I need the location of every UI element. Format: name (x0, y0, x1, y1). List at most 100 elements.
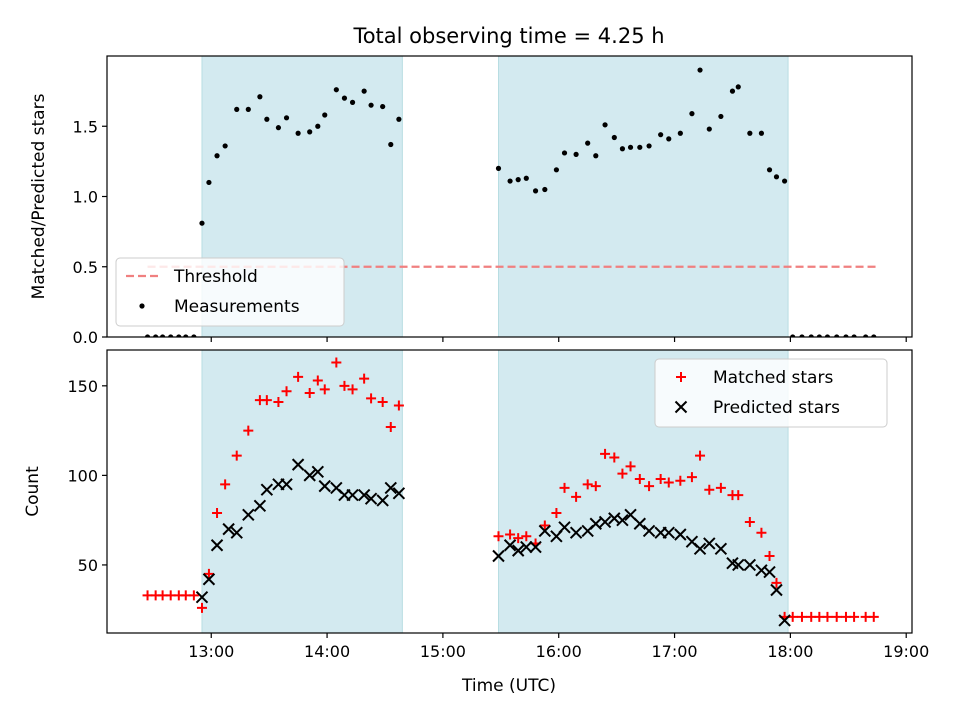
data-point (790, 334, 796, 337)
data-point (616, 513, 629, 527)
data-point (770, 583, 783, 597)
data-point (569, 526, 583, 539)
data-point (322, 112, 328, 118)
data-point (264, 116, 270, 122)
data-point (220, 479, 231, 490)
data-point (212, 507, 223, 518)
data-point (756, 527, 767, 538)
data-point (319, 384, 330, 395)
data-point (602, 122, 608, 128)
data-point (393, 400, 404, 411)
data-point (634, 473, 645, 484)
chart-title: Total observing time = 4.25 h (352, 24, 664, 48)
data-point (834, 334, 840, 337)
data-point (781, 178, 788, 184)
data-point (617, 468, 628, 479)
data-point (627, 144, 634, 150)
data-point (281, 386, 292, 397)
data-point (529, 540, 542, 554)
plot-area (142, 357, 879, 627)
legend-box (654, 358, 888, 428)
observing-window-2 (498, 56, 789, 337)
data-point (538, 524, 552, 538)
data-point (234, 106, 240, 112)
y-tick-label: 100 (67, 466, 98, 485)
legend-label: Measurements (174, 297, 300, 317)
data-point (311, 465, 325, 479)
y-tick-label: 50 (78, 556, 98, 575)
data-point (304, 387, 315, 398)
data-point (532, 188, 539, 194)
data-point (693, 542, 707, 556)
data-point (582, 479, 593, 490)
data-point (808, 334, 814, 337)
data-point (199, 220, 205, 226)
series-measurements (144, 67, 877, 337)
data-point (593, 153, 599, 159)
data-point (571, 491, 582, 502)
data-point (261, 395, 272, 406)
data-point (718, 113, 724, 120)
data-point (666, 136, 672, 142)
data-point (729, 88, 736, 94)
data-point (349, 99, 356, 105)
data-point (183, 334, 189, 337)
data-point (799, 334, 805, 337)
data-point (191, 334, 197, 337)
data-point (260, 483, 274, 496)
data-point (778, 614, 791, 627)
x-tick-label: 17:00 (651, 642, 697, 661)
data-point (159, 334, 166, 337)
data-point (642, 524, 656, 538)
data-point (561, 150, 568, 156)
data-point (521, 531, 532, 542)
data-point (763, 565, 776, 579)
data-point (384, 481, 397, 495)
data-point (658, 132, 664, 138)
data-point (214, 153, 220, 159)
data-point (714, 542, 728, 556)
data-point (203, 568, 214, 579)
y-axis-title: Matched/Predicted stars (29, 93, 49, 299)
data-point (243, 425, 254, 436)
data-point (385, 422, 396, 433)
legend-marker (139, 303, 145, 309)
data-point (339, 380, 350, 391)
data-point (600, 448, 611, 459)
x-tick-label: 18:00 (767, 642, 813, 661)
data-point (492, 549, 505, 563)
data-point (513, 533, 524, 544)
y-tick-label: 0.5 (73, 258, 98, 277)
data-point (732, 558, 745, 572)
data-point (377, 396, 388, 407)
legend-label: Predicted stars (713, 398, 840, 418)
data-point (686, 472, 697, 483)
data-point (495, 165, 502, 171)
y-tick-label: 1.5 (73, 117, 98, 136)
x-tick-label: 14:00 (304, 642, 350, 661)
data-point (242, 508, 255, 521)
data-point (275, 125, 282, 131)
ratio-panel: 0.0 0.5 1.0 1.5 Matched/Predicted stars Thres… (29, 55, 913, 347)
data-point (206, 179, 212, 186)
series-predicted-stars (195, 458, 791, 627)
data-point (346, 488, 359, 502)
series-matched-stars (142, 357, 879, 622)
data-point (747, 130, 753, 136)
data-point (168, 334, 174, 337)
legend: Matched stars Predicted stars (654, 358, 888, 428)
data-point (505, 529, 516, 540)
data-point (849, 611, 860, 622)
data-point (625, 461, 636, 472)
data-point (733, 490, 744, 501)
data-point (291, 458, 305, 471)
data-point (380, 103, 386, 110)
data-point (280, 478, 293, 491)
data-point (868, 611, 879, 622)
legend-marker (674, 400, 688, 414)
data-point (392, 487, 406, 500)
data-point (222, 143, 228, 149)
data-point (341, 95, 348, 101)
data-point (655, 473, 666, 484)
